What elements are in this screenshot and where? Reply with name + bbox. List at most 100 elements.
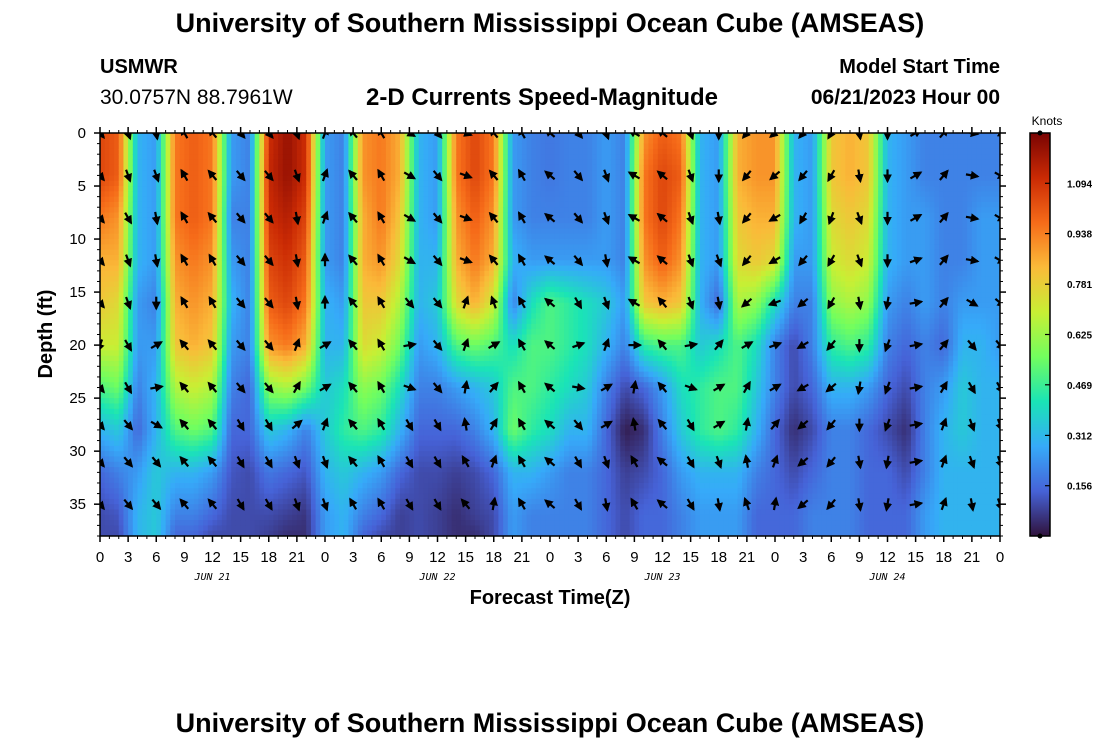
heatmap-cell — [259, 217, 265, 224]
heatmap-cell — [390, 451, 396, 458]
heatmap-cell — [235, 350, 242, 357]
heatmap-cell — [376, 403, 382, 410]
heatmap-cell — [385, 440, 392, 447]
heatmap-cell — [109, 504, 115, 511]
heatmap-cell — [198, 249, 204, 256]
heatmap-cell — [142, 313, 148, 320]
heatmap-cell — [367, 408, 373, 415]
heatmap-cell — [184, 249, 190, 256]
heatmap-cell — [137, 403, 143, 410]
heatmap-cell — [118, 355, 125, 362]
heatmap-cell — [170, 472, 176, 479]
heatmap-cell — [390, 355, 396, 362]
heatmap-cell — [240, 334, 246, 341]
heatmap-cell — [203, 429, 209, 436]
heatmap-cell — [160, 249, 167, 256]
heatmap-cell — [287, 451, 293, 458]
heatmap-cell — [400, 398, 406, 405]
heatmap-cell — [184, 334, 190, 341]
heatmap-cell — [221, 525, 228, 532]
heatmap-cell — [325, 435, 331, 442]
heatmap-cell — [329, 514, 335, 521]
heatmap-cell — [165, 180, 171, 187]
heatmap-cell — [118, 371, 125, 378]
heatmap-cell — [146, 361, 153, 367]
heatmap-cell — [221, 366, 228, 373]
heatmap-cell — [212, 429, 218, 436]
heatmap-cell — [381, 366, 387, 373]
heatmap-cell — [296, 276, 303, 283]
heatmap-cell — [259, 191, 265, 198]
heatmap-cell — [207, 244, 214, 251]
heatmap-cell — [184, 509, 190, 516]
heatmap-cell — [146, 355, 153, 362]
heatmap-cell — [250, 472, 256, 479]
heatmap-cell — [357, 276, 364, 283]
heatmap-cell — [142, 164, 148, 171]
heatmap-cell — [170, 387, 176, 394]
heatmap-cell — [296, 265, 303, 272]
heatmap-cell — [292, 493, 298, 500]
heatmap-cell — [146, 292, 153, 298]
heatmap-cell — [334, 366, 340, 373]
heatmap-cell — [390, 228, 396, 235]
heatmap-cell — [221, 339, 228, 346]
heatmap-cell — [170, 488, 176, 495]
heatmap-cell — [259, 133, 265, 139]
heatmap-cell — [203, 265, 209, 272]
heatmap-cell — [104, 451, 110, 458]
heatmap-cell — [385, 212, 392, 219]
heatmap-cell — [245, 382, 251, 389]
heatmap-cell — [193, 456, 200, 463]
heatmap-cell — [348, 440, 354, 447]
heatmap-cell — [240, 350, 246, 357]
heatmap-cell — [371, 493, 378, 500]
heatmap-cell — [146, 159, 153, 166]
heatmap-cell — [385, 318, 392, 325]
heatmap-cell — [278, 339, 284, 346]
heatmap-cell — [264, 180, 270, 187]
heatmap-cell — [128, 334, 134, 341]
heatmap-cell — [320, 270, 326, 277]
heatmap-cell — [367, 265, 373, 272]
heatmap-cell — [254, 164, 260, 171]
heatmap-cell — [268, 223, 275, 230]
heatmap-cell — [165, 472, 171, 479]
heatmap-cell — [226, 445, 232, 452]
heatmap-cell — [245, 265, 251, 272]
heatmap-cell — [100, 196, 106, 203]
heatmap-cell — [184, 482, 190, 489]
heatmap-cell — [100, 408, 106, 415]
heatmap-cell — [109, 297, 115, 304]
heatmap-cell — [245, 440, 251, 447]
heatmap-cell — [189, 350, 195, 357]
heatmap-cell — [245, 398, 251, 405]
heatmap-cell — [353, 435, 359, 442]
heatmap-cell — [146, 514, 153, 521]
heatmap-cell — [353, 482, 359, 489]
heatmap-cell — [235, 398, 242, 405]
heatmap-cell — [296, 467, 303, 473]
heatmap-cell — [381, 270, 387, 277]
heatmap-cell — [123, 392, 129, 399]
heatmap-cell — [156, 233, 162, 240]
heatmap-cell — [137, 498, 143, 505]
heatmap-cell — [118, 154, 125, 161]
heatmap-cell — [362, 398, 368, 405]
heatmap-cell — [296, 514, 303, 521]
heatmap-cell — [137, 270, 143, 277]
heatmap-cell — [395, 164, 401, 171]
heatmap-cell — [296, 398, 303, 405]
heatmap-cell — [292, 355, 298, 362]
heatmap-cell — [362, 249, 368, 256]
heatmap-cell — [132, 318, 139, 325]
heatmap-cell — [245, 488, 251, 495]
heatmap-cell — [254, 350, 260, 357]
heatmap-cell — [282, 408, 289, 415]
heatmap-cell — [296, 376, 303, 383]
heatmap-cell — [259, 249, 265, 256]
heatmap-cell — [343, 467, 350, 473]
heatmap-cell — [207, 207, 214, 214]
heatmap-cell — [175, 207, 181, 214]
heatmap-cell — [235, 329, 242, 336]
